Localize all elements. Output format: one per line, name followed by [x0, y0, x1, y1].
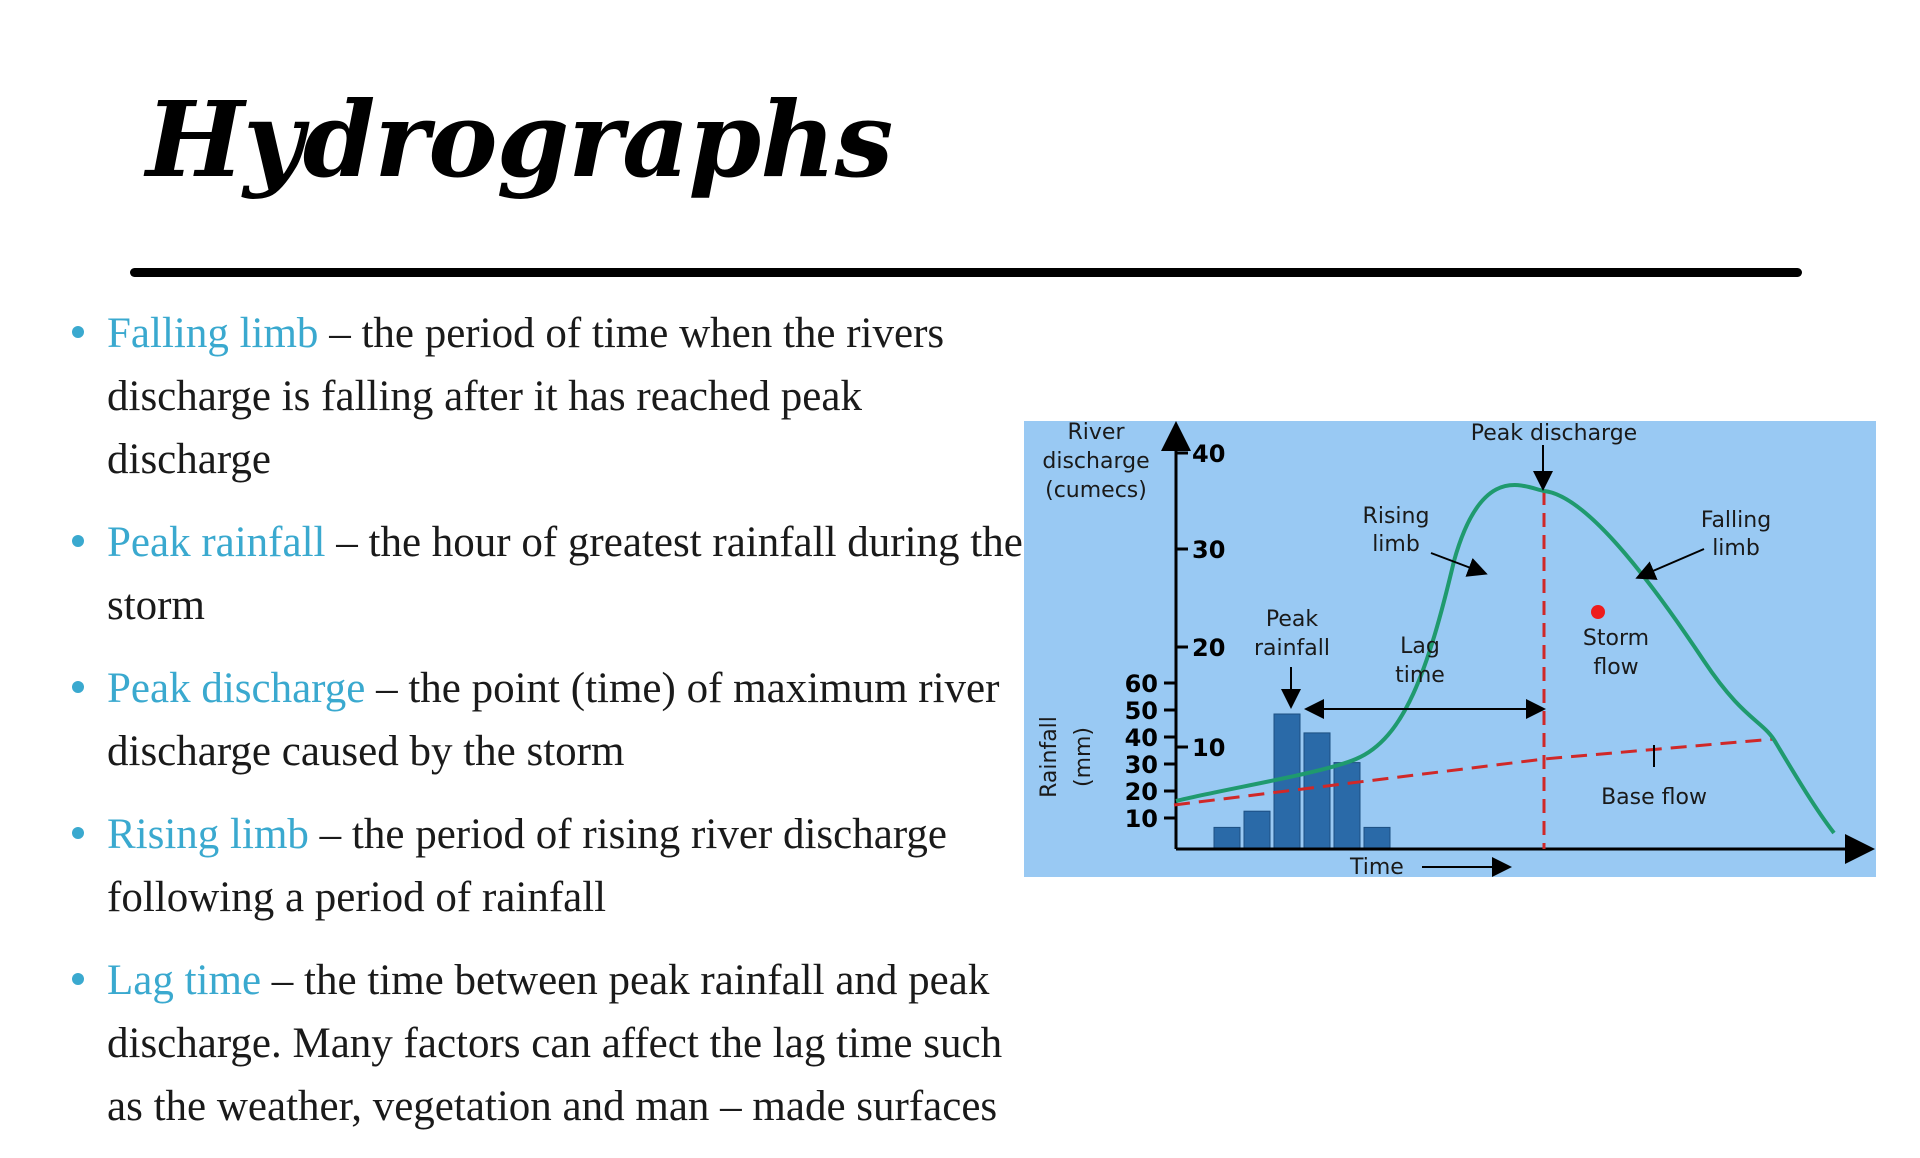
peak-rainfall-label: Peak — [1266, 607, 1318, 632]
definition-peak-discharge: – the point (time) of maximum river disc… — [107, 665, 1000, 775]
lag-time-label: Lag — [1400, 634, 1440, 659]
definition-falling-limb: – the period of time when the rivers dis… — [107, 310, 945, 483]
term-lag-time: Lag time — [107, 957, 262, 1004]
rainfall-tick-label: 40 — [1125, 724, 1158, 752]
definition-rising-limb: – the period of rising river discharge f… — [107, 811, 947, 921]
rainfall-axis-label: Rainfall — [1037, 716, 1062, 798]
rising-limb-label: Rising — [1363, 504, 1430, 529]
storm-flow-label: flow — [1593, 655, 1638, 680]
storm-flow-label: Storm — [1583, 626, 1649, 651]
rainfall-tick-label: 30 — [1125, 751, 1158, 779]
discharge-tick-label: 10 — [1192, 734, 1225, 762]
falling-limb-arrow — [1635, 548, 1705, 580]
falling-limb-label: Falling — [1701, 508, 1771, 533]
rainfall-bar — [1213, 826, 1241, 850]
bullet-dot — [72, 681, 84, 693]
rainfall-bar — [1303, 732, 1331, 850]
peak-discharge-label: Peak discharge — [1471, 421, 1637, 446]
falling-limb-label: limb — [1712, 536, 1760, 561]
rising-limb-label: limb — [1372, 532, 1420, 557]
slide-title: Hydrographs — [146, 78, 893, 201]
bullet-dot — [72, 326, 84, 338]
bullet-falling-limb: Falling limb – the period of time when t… — [72, 302, 1032, 491]
term-peak-discharge: Peak discharge — [107, 665, 366, 712]
rainfall-tick-label: 50 — [1125, 697, 1158, 725]
bullet-peak-discharge: Peak discharge – the point (time) of max… — [72, 657, 1032, 783]
term-rising-limb: Rising limb — [107, 811, 309, 858]
hydrograph-diagram: 40 30 20 10 60 50 40 30 20 10 River disc… — [1024, 421, 1876, 877]
rainfall-tick-label: 20 — [1125, 778, 1158, 806]
rainfall-bar — [1363, 826, 1391, 850]
term-peak-rainfall: Peak rainfall — [107, 519, 326, 566]
rainfall-bar — [1243, 810, 1271, 850]
lag-time-label: time — [1395, 663, 1445, 688]
discharge-tick-label: 30 — [1192, 536, 1225, 564]
discharge-tick-label: 40 — [1192, 440, 1225, 468]
x-axis-label: Time — [1349, 855, 1404, 877]
rainfall-tick-label: 10 — [1125, 805, 1158, 833]
definition-list: Falling limb – the period of time when t… — [72, 302, 1032, 1158]
y-axis-label-line: River — [1068, 421, 1126, 445]
hydrograph-svg: 40 30 20 10 60 50 40 30 20 10 River disc… — [1024, 421, 1876, 877]
bullet-dot — [72, 973, 84, 985]
rainfall-bar — [1333, 762, 1361, 850]
y-axis-label-line: discharge — [1042, 449, 1149, 474]
y-axis-label-line: (cumecs) — [1045, 478, 1147, 503]
diagram-background — [1024, 421, 1876, 877]
rainfall-ticks — [1164, 681, 1176, 820]
definition-peak-rainfall: – the hour of greatest rainfall during t… — [107, 519, 1023, 629]
rising-limb-arrow — [1430, 552, 1488, 577]
rainfall-tick-label: 60 — [1125, 670, 1158, 698]
peak-rainfall-label: rainfall — [1254, 636, 1330, 661]
bullet-lag-time: Lag time – the time between peak rainfal… — [72, 949, 1032, 1138]
discharge-ticks — [1176, 451, 1188, 749]
bullet-rising-limb: Rising limb – the period of rising river… — [72, 803, 1032, 929]
discharge-tick-label: 20 — [1192, 634, 1225, 662]
bullet-dot — [72, 827, 84, 839]
term-falling-limb: Falling limb — [107, 310, 319, 357]
base-flow-label: Base flow — [1601, 785, 1707, 810]
red-dot-icon — [1591, 605, 1605, 619]
bullet-dot — [72, 535, 84, 547]
title-divider — [130, 268, 1802, 277]
bullet-peak-rainfall: Peak rainfall – the hour of greatest rai… — [72, 511, 1032, 637]
rainfall-axis-unit: (mm) — [1071, 727, 1096, 787]
